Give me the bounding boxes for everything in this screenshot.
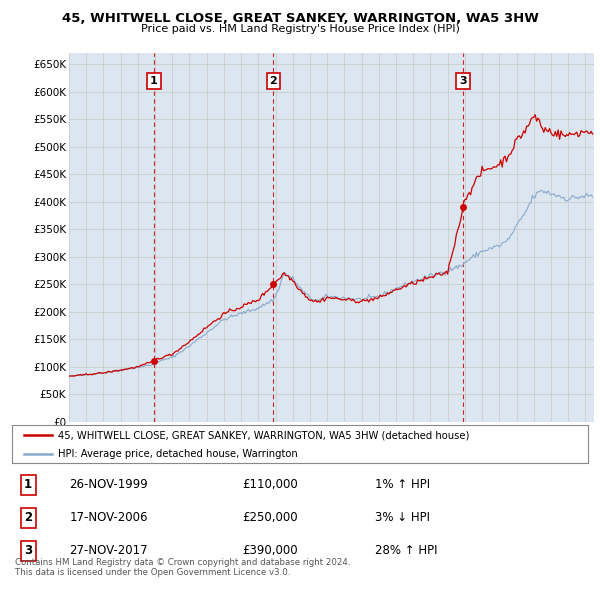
- Text: 28% ↑ HPI: 28% ↑ HPI: [375, 544, 437, 558]
- Text: 3: 3: [24, 544, 32, 558]
- Text: 27-NOV-2017: 27-NOV-2017: [70, 544, 148, 558]
- Text: 3: 3: [460, 76, 467, 86]
- Text: 2: 2: [24, 511, 32, 525]
- Text: 1% ↑ HPI: 1% ↑ HPI: [375, 478, 430, 491]
- Text: 45, WHITWELL CLOSE, GREAT SANKEY, WARRINGTON, WA5 3HW: 45, WHITWELL CLOSE, GREAT SANKEY, WARRIN…: [62, 12, 538, 25]
- Text: 45, WHITWELL CLOSE, GREAT SANKEY, WARRINGTON, WA5 3HW (detached house): 45, WHITWELL CLOSE, GREAT SANKEY, WARRIN…: [58, 430, 469, 440]
- Text: 26-NOV-1999: 26-NOV-1999: [70, 478, 148, 491]
- Text: 1: 1: [150, 76, 158, 86]
- Text: 1: 1: [24, 478, 32, 491]
- Text: 3% ↓ HPI: 3% ↓ HPI: [375, 511, 430, 525]
- Text: 17-NOV-2006: 17-NOV-2006: [70, 511, 148, 525]
- Text: 2: 2: [269, 76, 277, 86]
- Text: Contains HM Land Registry data © Crown copyright and database right 2024.
This d: Contains HM Land Registry data © Crown c…: [15, 558, 350, 577]
- Text: £250,000: £250,000: [242, 511, 298, 525]
- Text: Price paid vs. HM Land Registry's House Price Index (HPI): Price paid vs. HM Land Registry's House …: [140, 24, 460, 34]
- Text: £390,000: £390,000: [242, 544, 298, 558]
- Text: £110,000: £110,000: [242, 478, 298, 491]
- Text: HPI: Average price, detached house, Warrington: HPI: Average price, detached house, Warr…: [58, 448, 298, 458]
